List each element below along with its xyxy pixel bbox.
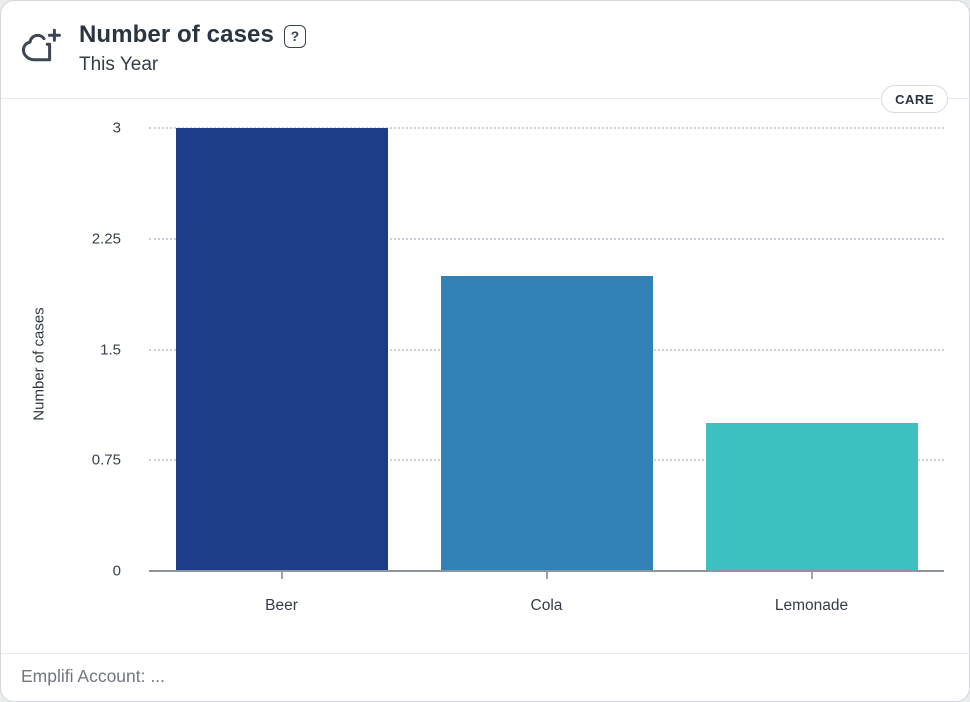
- y-tick-label: 2.25: [91, 230, 121, 248]
- x-tick-label: Lemonade: [774, 597, 849, 614]
- care-badge: CARE: [881, 85, 948, 113]
- x-tick: [810, 572, 813, 579]
- x-tick: [545, 572, 548, 579]
- x-tick: [280, 572, 283, 579]
- y-axis-title: Number of cases: [30, 307, 48, 421]
- bar-beer[interactable]: [175, 128, 388, 571]
- widget-subtitle: This Year: [79, 54, 159, 75]
- x-tick-label: Beer: [265, 597, 298, 614]
- footer-divider: [1, 653, 969, 654]
- y-tick-label: 0: [112, 562, 121, 580]
- widget-title: Number of cases: [79, 21, 274, 48]
- y-tick-label: 0.75: [91, 451, 121, 469]
- widget-header: Number of cases ?: [79, 21, 306, 49]
- y-tick-label: 1.5: [100, 341, 121, 358]
- x-axis-line: [149, 570, 944, 572]
- gridline: [149, 237, 944, 240]
- header-divider: [1, 98, 969, 99]
- help-icon[interactable]: ?: [283, 24, 306, 48]
- care-heart-plus-icon: [21, 28, 61, 62]
- gridline: [149, 127, 944, 129]
- y-tick-label: 3: [112, 119, 121, 137]
- account-footer: Emplifi Account: ...: [21, 666, 165, 686]
- bar-lemonade[interactable]: [705, 423, 918, 571]
- bar-cola[interactable]: [440, 275, 653, 571]
- x-tick-label: Cola: [530, 597, 563, 614]
